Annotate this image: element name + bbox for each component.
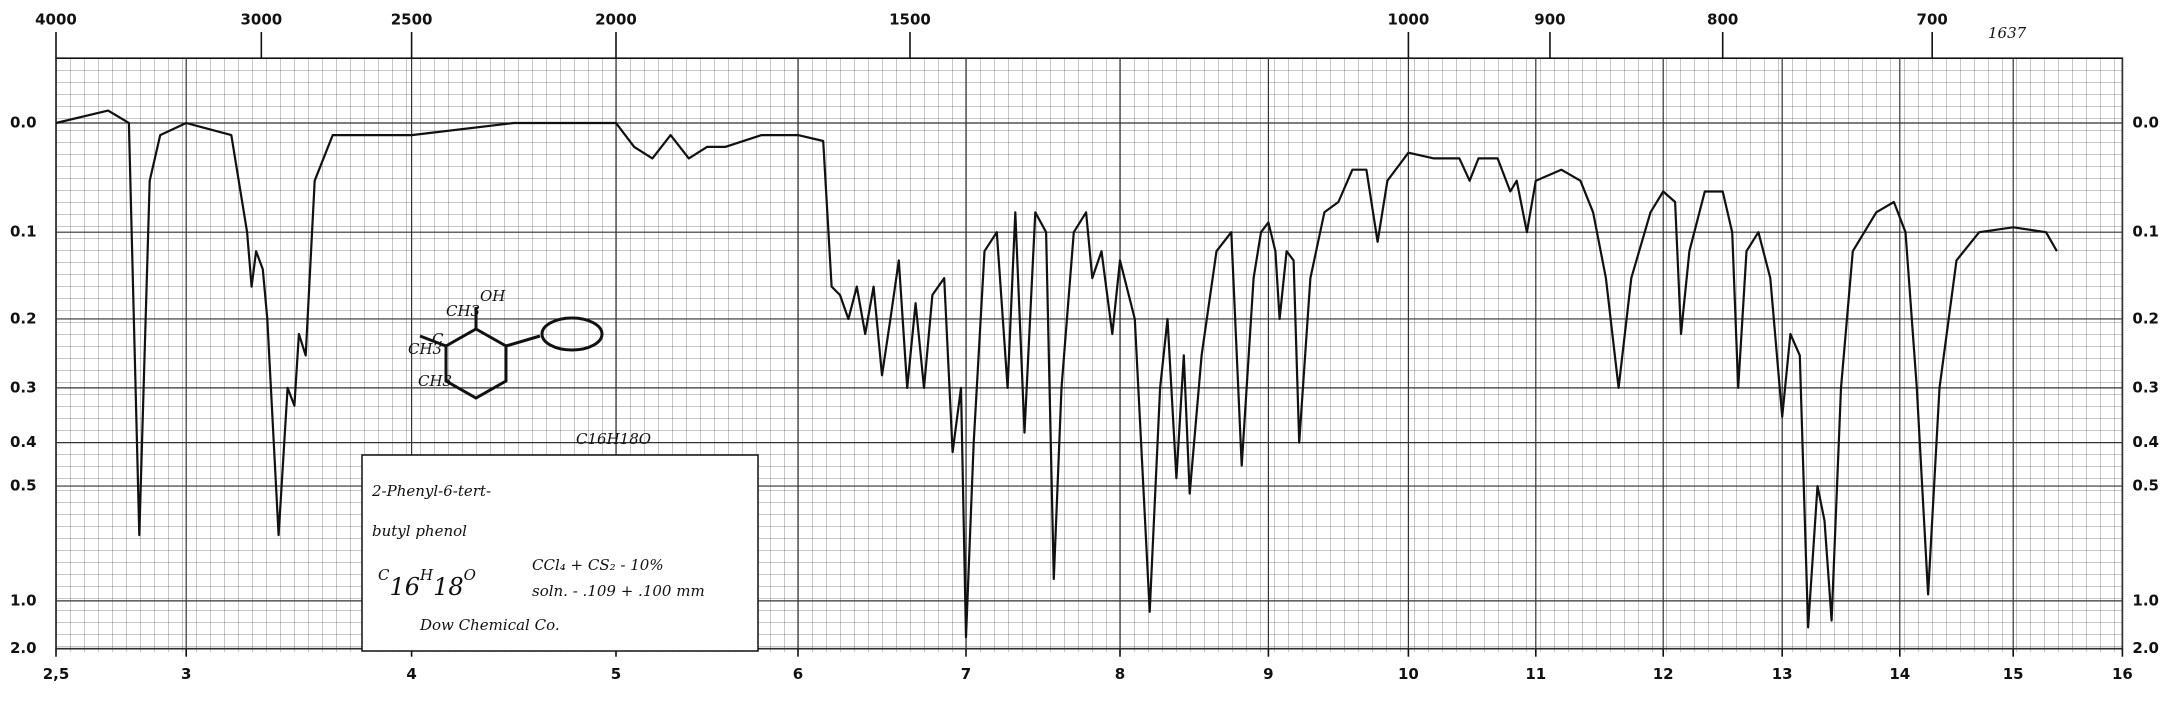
y-tick-label: 0.5 <box>10 477 37 495</box>
structure-label: CH3 <box>408 340 442 358</box>
x-tick-label: 14 <box>1889 665 1910 683</box>
label-card: 2-Phenyl-6-tert- butyl phenol C16H18O CC… <box>361 454 759 652</box>
formula-part: O <box>464 566 476 584</box>
structure-label: CH3 <box>418 372 452 390</box>
source: Dow Chemical Co. <box>419 616 560 634</box>
x2-tick-label: 2000 <box>595 11 637 29</box>
compound-name: butyl phenol <box>372 522 467 540</box>
bond <box>505 334 541 348</box>
y2-tick-label: 0.0 <box>2132 114 2159 132</box>
y2-tick-label: 2.0 <box>2132 639 2159 657</box>
x-tick-label: 8 <box>1115 665 1125 683</box>
formula-part: 16 <box>389 573 420 601</box>
spectrum-line <box>55 109 2058 639</box>
x-tick-label: 3 <box>181 665 191 683</box>
y2-tick-label: 0.2 <box>2132 309 2159 327</box>
formula: C16H18O <box>378 566 476 601</box>
cell-info: soln. - .109 + .100 mm <box>532 582 705 600</box>
x-tick-label: 15 <box>2003 665 2024 683</box>
x-tick-label: 16 <box>2112 665 2133 683</box>
y-tick-label: 0.0 <box>10 114 37 132</box>
formula-part: 18 <box>433 573 464 601</box>
structure-label: OH <box>480 287 506 305</box>
structure-label: CH3 <box>446 302 480 320</box>
x2-tick-label: 700 <box>1917 11 1948 29</box>
x2-tick-label: 1000 <box>1388 11 1430 29</box>
structure-label: C <box>432 330 444 348</box>
bond <box>419 334 447 348</box>
x-tick-label: 10 <box>1398 665 1419 683</box>
x-tick-label: 12 <box>1653 665 1674 683</box>
x2-tick-label: 1500 <box>889 11 931 29</box>
y-tick-label: 0.4 <box>10 433 37 451</box>
catalog-number: 1637 <box>1988 24 2027 42</box>
compound-name: 2-Phenyl-6-tert- <box>371 482 491 500</box>
x2-tick-label: 2500 <box>391 11 433 29</box>
y2-tick-label: 0.1 <box>2132 223 2159 241</box>
y2-tick-label: 1.0 <box>2132 591 2159 609</box>
x2-tick-label: 900 <box>1534 11 1565 29</box>
x-tick-label: 2,5 <box>43 665 70 683</box>
y-tick-label: 0.3 <box>10 378 37 396</box>
x-tick-label: 13 <box>1772 665 1793 683</box>
x-tick-label: 4 <box>406 665 416 683</box>
y-tick-label: 2.0 <box>10 639 37 657</box>
label-box <box>361 454 759 652</box>
x-tick-label: 11 <box>1525 665 1546 683</box>
x-tick-label: 9 <box>1263 665 1273 683</box>
x2-tick-label: 800 <box>1707 11 1738 29</box>
solvent: CCl₄ + CS₂ - 10% <box>532 556 664 574</box>
y-tick-label: 0.1 <box>10 223 37 241</box>
y2-tick-label: 0.5 <box>2132 477 2159 495</box>
y2-tick-label: 0.3 <box>2132 378 2159 396</box>
formula-part: C <box>378 566 390 584</box>
formula-sketch: C16H18O <box>576 430 651 448</box>
x-tick-label: 7 <box>961 665 971 683</box>
x2-tick-label: 3000 <box>240 11 282 29</box>
formula-part: H <box>419 566 434 584</box>
x-tick-label: 5 <box>611 665 621 683</box>
phenyl-ring <box>540 316 604 352</box>
x2-tick-label: 4000 <box>35 11 77 29</box>
y-tick-label: 0.2 <box>10 309 37 327</box>
y2-tick-label: 0.4 <box>2132 433 2159 451</box>
structure-drawing <box>419 307 604 400</box>
y-tick-label: 1.0 <box>10 591 37 609</box>
x-tick-label: 6 <box>793 665 803 683</box>
